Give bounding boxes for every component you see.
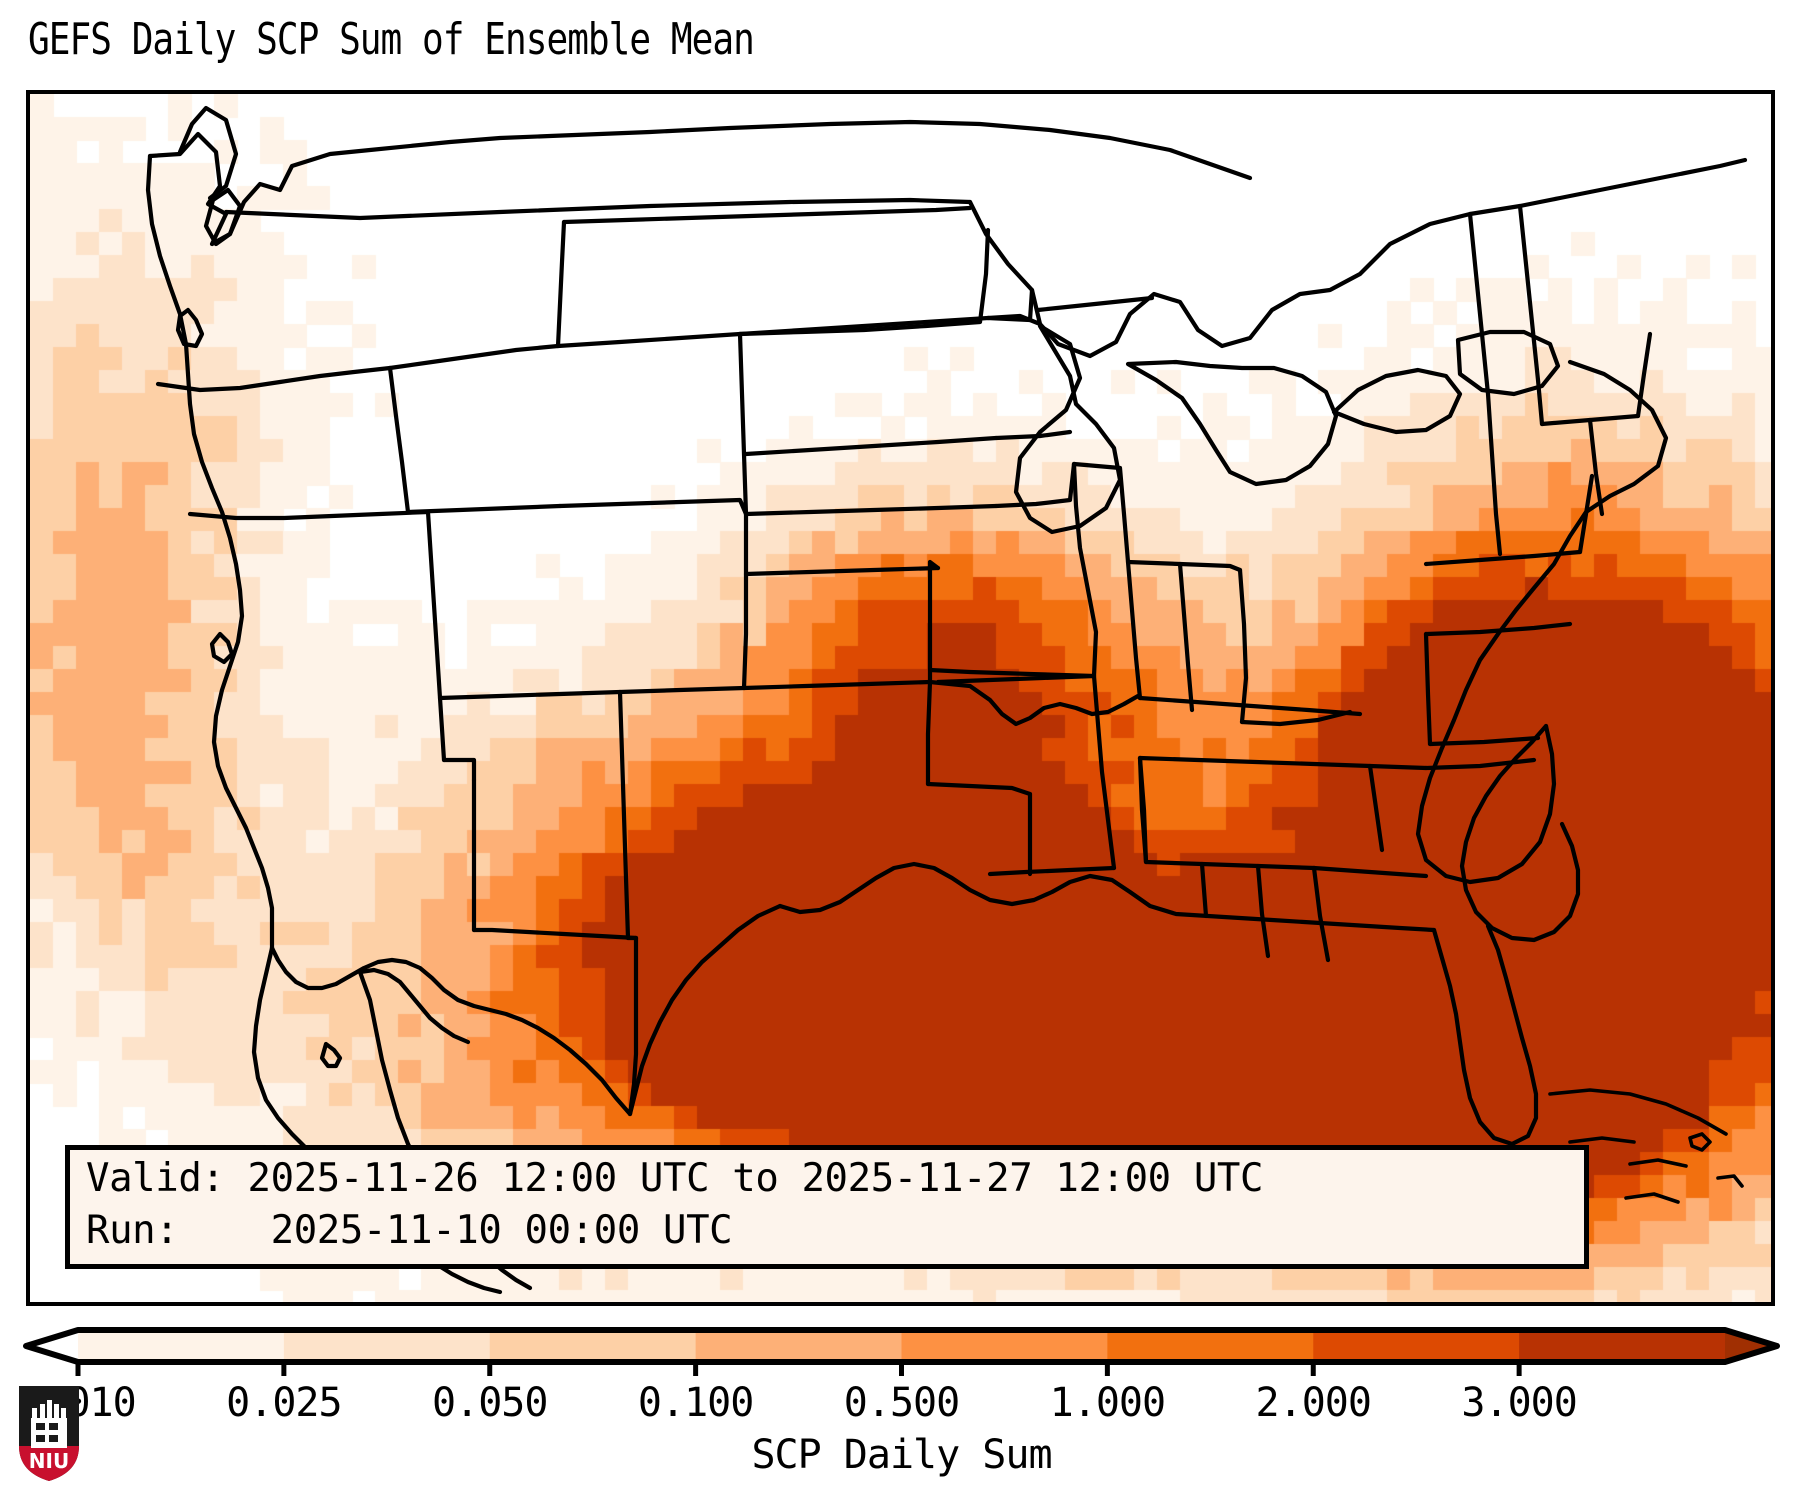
forecast-info-box: Valid: 2025-11-26 12:00 UTC to 2025-11-2… xyxy=(65,1145,1589,1269)
niu-logo-text: NIU xyxy=(29,1449,69,1473)
run-time-text: Run: 2025-11-10 00:00 UTC xyxy=(86,1208,733,1253)
colorbar-tick-label: 0.500 xyxy=(843,1380,960,1426)
colorbar-tick-label: 0.100 xyxy=(637,1380,754,1426)
map-boundaries-layer xyxy=(30,94,1771,1302)
colorbar-axis-label: SCP Daily Sum xyxy=(751,1432,1052,1478)
valid-time-text: Valid: 2025-11-26 12:00 UTC to 2025-11-2… xyxy=(86,1156,1264,1201)
colorbar-tick-label: 2.000 xyxy=(1255,1380,1372,1426)
colorbar-tick-label: 0.025 xyxy=(226,1380,342,1426)
colorbar-tick-label: 0.050 xyxy=(432,1380,548,1426)
colorbar-tick-label: 1.000 xyxy=(1049,1380,1166,1426)
scp-heatmap-grid xyxy=(30,94,1771,1302)
colorbar xyxy=(0,1316,1803,1376)
colorbar-tick-label: 3.000 xyxy=(1461,1380,1577,1426)
niu-logo: NIU xyxy=(19,1386,79,1481)
map-panel xyxy=(26,90,1775,1306)
page-title: GEFS Daily SCP Sum of Ensemble Mean xyxy=(28,14,755,65)
colorbar-swatches xyxy=(23,1327,1780,1376)
